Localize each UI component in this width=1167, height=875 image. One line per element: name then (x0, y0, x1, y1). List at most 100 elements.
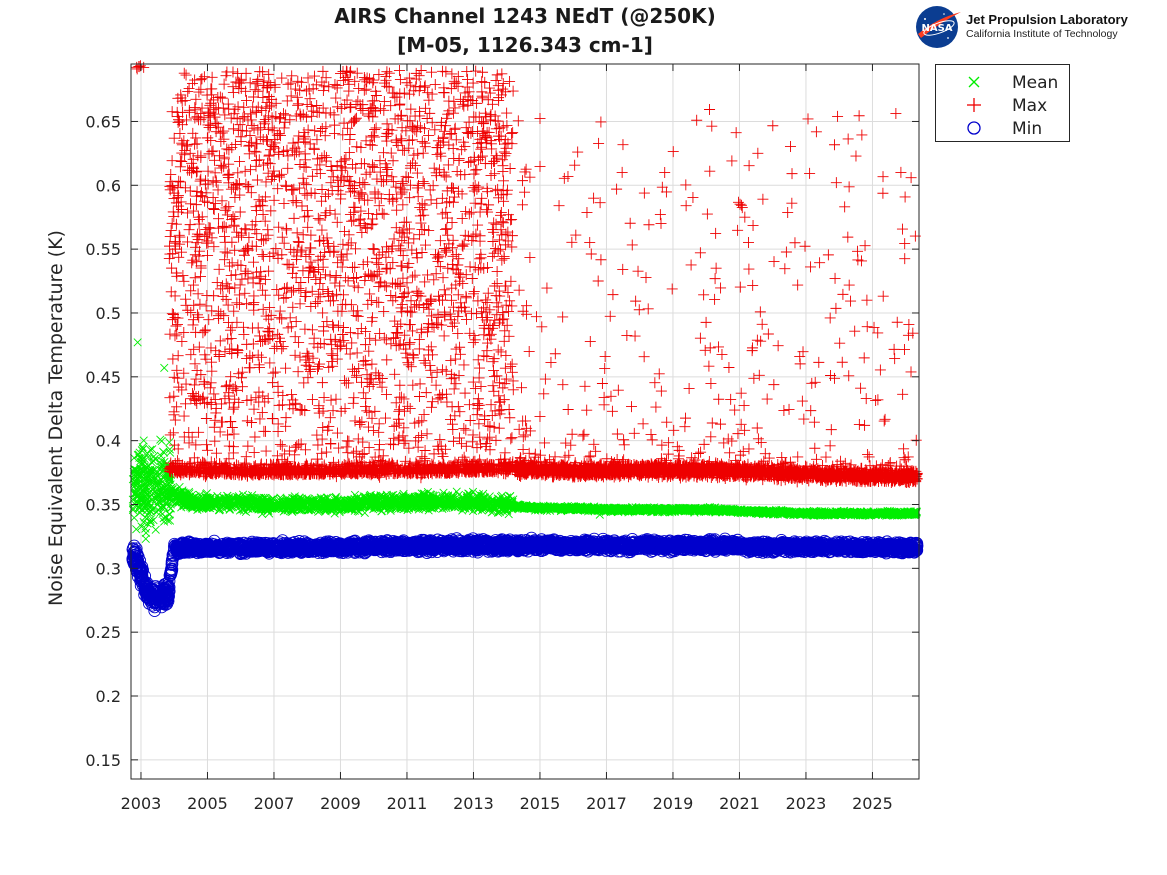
max-point (380, 412, 392, 424)
mean-point (135, 508, 145, 517)
mean-point (160, 363, 169, 372)
max-point (471, 164, 483, 176)
max-point (487, 380, 499, 392)
max-point (233, 299, 245, 311)
max-point (348, 115, 360, 127)
max-point (269, 79, 281, 91)
max-point (269, 343, 281, 355)
max-point (482, 420, 494, 432)
max-point (404, 403, 416, 415)
max-point (342, 275, 354, 287)
max-point (367, 130, 379, 142)
max-point (460, 440, 472, 452)
max-point (213, 263, 225, 275)
max-point (228, 220, 240, 232)
max-point (312, 296, 324, 308)
max-point (201, 132, 213, 144)
max-point (250, 78, 262, 90)
mean-point (130, 513, 139, 522)
max-point (488, 370, 500, 382)
max-point (351, 67, 363, 79)
max-point (357, 258, 369, 270)
max-point (221, 143, 233, 155)
max-point (438, 284, 450, 296)
max-point (386, 243, 398, 255)
max-point (219, 254, 231, 266)
max-point (234, 279, 246, 291)
max-point (351, 347, 363, 359)
max-point (335, 193, 347, 205)
max-point (431, 366, 443, 378)
max-point (470, 65, 482, 77)
max-point (297, 109, 309, 121)
max-point (437, 65, 449, 77)
max-point (339, 272, 351, 284)
max-point (326, 356, 338, 368)
max-point (390, 134, 402, 146)
max-point (327, 319, 339, 331)
max-point (278, 237, 290, 249)
max-point (273, 289, 285, 301)
max-point (452, 328, 464, 340)
max-point (440, 171, 452, 183)
max-point (243, 180, 255, 192)
max-point (348, 115, 360, 127)
max-point (501, 107, 513, 119)
max-point (202, 178, 214, 190)
max-point (419, 80, 431, 92)
max-point (183, 224, 195, 236)
max-point (365, 270, 377, 282)
max-point (429, 78, 441, 90)
jpl-logo: NASA Jet Propulsion Laboratory Californi… (913, 4, 1163, 50)
max-point (239, 165, 251, 177)
max-point (170, 197, 182, 209)
max-point (395, 245, 407, 257)
max-point (247, 338, 259, 350)
max-point (356, 416, 368, 428)
max-point (202, 165, 214, 177)
max-point (256, 406, 268, 418)
max-point (183, 82, 195, 94)
max-point (487, 356, 499, 368)
max-point (380, 251, 392, 263)
max-point (257, 250, 269, 262)
max-point (163, 252, 175, 264)
max-point (459, 229, 471, 241)
max-point (466, 436, 478, 448)
max-point (472, 264, 484, 276)
max-point (231, 113, 243, 125)
max-point (232, 259, 244, 271)
max-point (490, 74, 502, 86)
mean-point (165, 448, 175, 457)
max-point (454, 432, 466, 444)
max-point (296, 200, 308, 212)
max-point (388, 432, 400, 444)
max-point (342, 447, 354, 459)
max-point (329, 277, 341, 289)
max-point (488, 226, 500, 238)
max-point (176, 137, 188, 149)
max-point (288, 284, 300, 296)
max-point (398, 422, 410, 434)
jpl-subtitle: California Institute of Technology (966, 28, 1118, 40)
max-point (318, 392, 330, 404)
max-point (413, 287, 425, 299)
mean-point (136, 457, 145, 466)
max-point (325, 394, 337, 406)
max-point (228, 401, 240, 413)
max-point (285, 321, 297, 333)
max-point (220, 293, 232, 305)
max-point (445, 294, 457, 306)
max-point (303, 249, 315, 261)
max-point (421, 326, 433, 338)
max-point (289, 149, 301, 161)
max-point (215, 135, 227, 147)
max-point (495, 224, 507, 236)
max-point (443, 105, 455, 117)
max-point (314, 214, 326, 226)
max-point (504, 412, 516, 424)
max-point (354, 416, 366, 428)
max-point (479, 76, 491, 88)
max-point (200, 324, 212, 336)
max-point (276, 72, 288, 84)
